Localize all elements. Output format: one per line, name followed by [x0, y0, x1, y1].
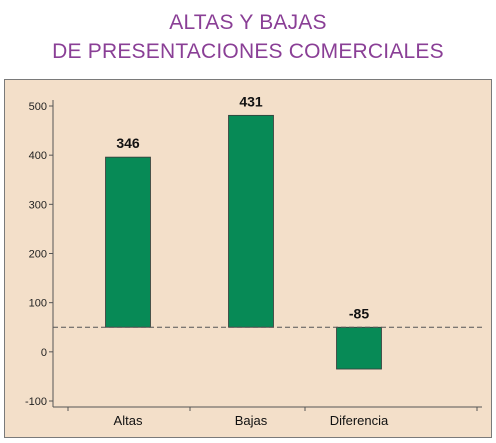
data-label: 346 — [116, 135, 140, 151]
bar-altas — [105, 156, 151, 328]
chart-title-line-2: DE PRESENTACIONES COMERCIALES — [52, 40, 444, 63]
y-tick-label: 100 — [29, 298, 47, 310]
category-label: Diferencia — [330, 413, 389, 428]
y-tick-label: 300 — [29, 199, 47, 211]
data-label: 431 — [239, 93, 263, 109]
chart-title: ALTAS Y BAJAS DE PRESENTACIONES COMERCIA… — [0, 8, 496, 66]
y-tick-label: 200 — [29, 249, 47, 261]
bar-diferencia — [336, 326, 382, 370]
data-label: -85 — [349, 305, 369, 321]
category-label: Altas — [114, 413, 143, 428]
y-tick-label: 0 — [41, 347, 47, 359]
y-tick-label: 500 — [29, 101, 47, 113]
y-tick-label: -100 — [25, 396, 47, 408]
y-tick-label: 400 — [29, 150, 47, 162]
chart-title-line-1: ALTAS Y BAJAS — [169, 11, 327, 34]
bar-bajas — [228, 114, 274, 328]
category-label: Bajas — [235, 413, 268, 428]
